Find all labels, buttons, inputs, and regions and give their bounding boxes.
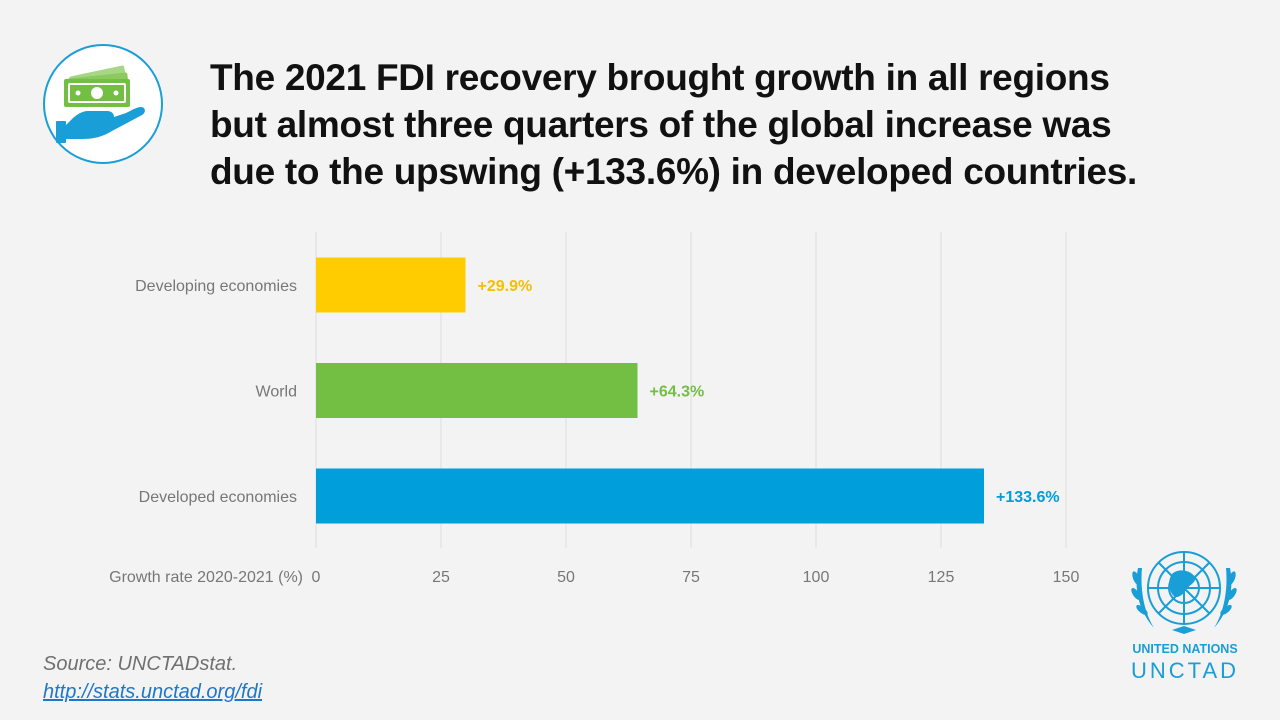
page-title: The 2021 FDI recovery brought growth in … [210,54,1230,195]
x-tick-label: 150 [1053,569,1080,586]
x-tick-label: 50 [557,569,575,586]
logo-name: UNITED NATIONS [1132,642,1237,656]
category-label: Developing economies [135,278,297,295]
logo-sub: UNCTAD [1131,658,1239,683]
un-emblem-icon: UNITED NATIONS UNCTAD [1131,551,1239,683]
bar [316,468,984,524]
data-label: +64.3% [650,384,705,401]
x-tick-label: 75 [682,569,700,586]
title-line: due to the upswing (+133.6%) in develope… [210,151,1138,192]
title-line: but almost three quarters of the global … [210,104,1112,145]
source-link[interactable]: http://stats.unctad.org/fdi [43,681,263,703]
data-label: +133.6% [996,489,1060,506]
bar [316,257,466,313]
x-axis-label: Growth rate 2020-2021 (%) [109,569,303,586]
source-note: Source: UNCTADstat. http://stats.unctad.… [43,650,262,706]
x-tick-label: 0 [312,569,321,586]
bar [316,363,638,418]
data-label: +29.9% [478,278,533,295]
category-label: Developed economies [139,489,297,506]
source-text: Source: UNCTADstat. [43,653,238,675]
category-label: World [256,384,298,401]
x-tick-label: 125 [928,569,955,586]
x-tick-label: 25 [432,569,450,586]
x-tick-label: 100 [803,569,830,586]
money-hand-icon [43,44,163,164]
title-line: The 2021 FDI recovery brought growth in … [210,57,1110,98]
